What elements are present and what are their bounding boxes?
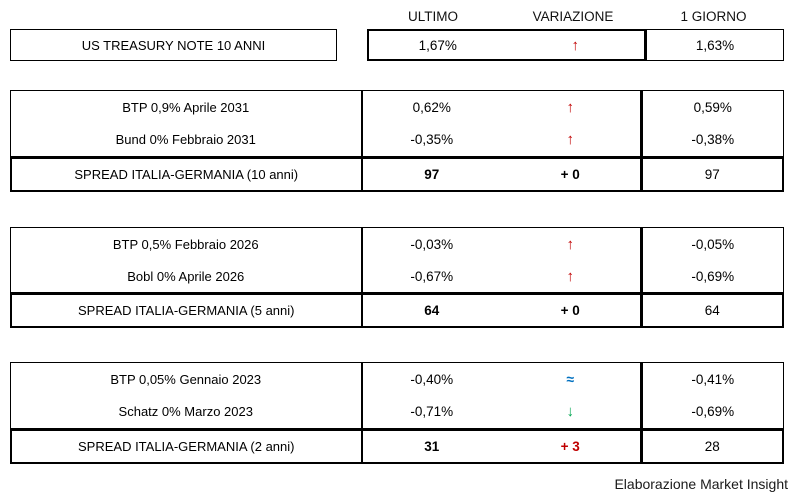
giorno-value: -0,69% [691,268,735,284]
rows-box: BTP 0,05% Gennaio 2023 Schatz 0% Marzo 2… [10,362,784,429]
instrument-label: US TREASURY NOTE 10 ANNI [10,29,337,61]
giorno-value: -0,05% [691,236,735,252]
instrument-label: BTP 0,5% Febbraio 2026 [112,236,259,252]
up-arrow-icon: ↑ [566,131,575,149]
instrument-label: Bund 0% Febbraio 2031 [115,132,256,148]
table-2-anni: BTP 0,05% Gennaio 2023 Schatz 0% Marzo 2… [10,362,784,464]
spread-giorno-value: 64 [704,303,720,318]
giorno-value: -0,41% [691,371,735,387]
instrument-label: Schatz 0% Marzo 2023 [118,404,253,420]
instrument-label: BTP 0,05% Gennaio 2023 [110,371,262,387]
ultimo-value: 1,67% [418,37,457,53]
giorno-value: -0,69% [691,404,735,420]
ultimo-value: -0,03% [410,236,454,252]
giorno-value: -0,38% [691,132,735,148]
up-arrow-icon: ↑ [566,267,575,285]
rows-box: BTP 0,9% Aprile 2031 Bund 0% Febbraio 20… [10,90,784,157]
ultimo-value: -0,35% [410,132,454,148]
spread-ultimo-value: 64 [424,303,440,318]
column-header-ultimo: ULTIMO [408,8,458,24]
spread-ultimo-value: 97 [424,167,440,182]
spread-giorno-value: 28 [704,439,720,454]
table-10-anni: BTP 0,9% Aprile 2031 Bund 0% Febbraio 20… [10,90,784,192]
ultimo-value: -0,40% [410,371,454,387]
instrument-label: Bobl 0% Aprile 2026 [127,268,245,284]
spread-giorno-value: 97 [704,167,720,182]
flat-approx-icon: ≈ [566,371,575,388]
spread-change-value: + 3 [560,439,580,454]
ultimo-value: -0,71% [410,404,454,420]
spread-row-2-anni: SPREAD ITALIA-GERMANIA (2 anni) 31 + 3 2… [10,429,784,464]
spread-change-value: + 0 [560,167,580,182]
ultimo-variazione-box: 1,67% ↑ [367,29,646,61]
ultimo-value: -0,67% [410,268,454,284]
spread-label: SPREAD ITALIA-GERMANIA (10 anni) [12,159,363,190]
source-credit: Elaborazione Market Insight [614,476,788,492]
up-arrow-icon: ↑ [566,98,575,116]
spread-ultimo-value: 31 [424,439,440,454]
spread-label: SPREAD ITALIA-GERMANIA (2 anni) [12,431,363,462]
rows-box: BTP 0,5% Febbraio 2026 Bobl 0% Aprile 20… [10,227,784,293]
spread-change-value: + 0 [560,303,580,318]
up-arrow-icon: ↑ [566,235,575,253]
instrument-label: BTP 0,9% Aprile 2031 [122,99,250,115]
spread-row-10-anni: SPREAD ITALIA-GERMANIA (10 anni) 97 + 0 … [10,157,784,192]
spread-row-5-anni: SPREAD ITALIA-GERMANIA (5 anni) 64 + 0 6… [10,293,784,328]
ultimo-value: 0,62% [412,99,451,115]
table-5-anni: BTP 0,5% Febbraio 2026 Bobl 0% Aprile 20… [10,227,784,328]
up-arrow-icon: ↑ [571,36,580,54]
down-arrow-icon: ↓ [566,403,575,421]
spread-label: SPREAD ITALIA-GERMANIA (5 anni) [12,295,363,326]
table-us-treasury: US TREASURY NOTE 10 ANNI 1,67% ↑ 1,63% [10,29,784,61]
column-header-variazione: VARIAZIONE [532,8,614,24]
column-header-1-giorno: 1 GIORNO [680,8,747,24]
giorno-value: 1,63% [646,29,784,61]
giorno-value: 0,59% [693,99,732,115]
